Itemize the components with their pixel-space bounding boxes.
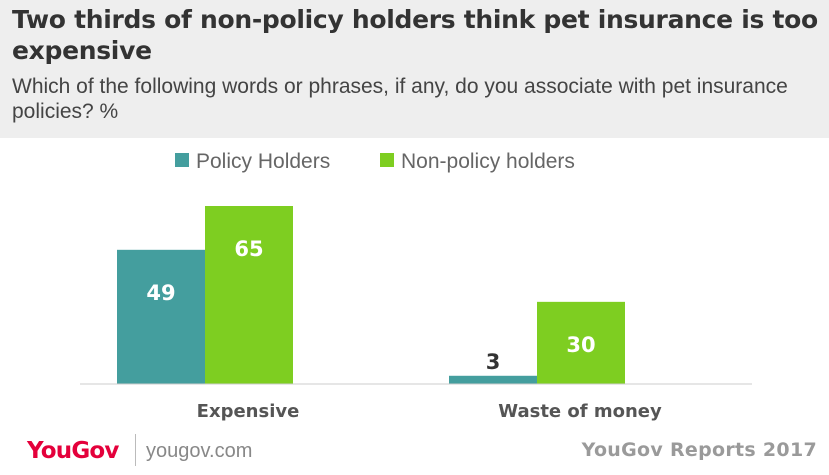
bar-waste-of-money-policy-holders	[449, 375, 537, 384]
legend-label-non-policy-holders: Non-policy holders	[401, 150, 575, 173]
logo-divider	[135, 434, 136, 466]
legend: Policy Holders Non-policy holders	[0, 150, 829, 180]
legend-item-policy-holders: Policy Holders	[175, 150, 330, 174]
data-label-waste-of-money-policy-holders: 3	[486, 350, 501, 374]
legend-item-non-policy-holders: Non-policy holders	[380, 150, 575, 174]
data-label-waste-of-money-non-policy-holders: 30	[566, 333, 595, 357]
legend-swatch-non-policy-holders	[380, 153, 394, 168]
category-label-waste-of-money: Waste of money	[498, 401, 662, 422]
data-label-expensive-policy-holders: 49	[146, 281, 175, 305]
site-link[interactable]: yougov.com	[146, 440, 253, 462]
bar-chart: 49 65 Expensive 3 30 Waste of money	[80, 206, 752, 422]
bar-expensive-non-policy-holders	[205, 206, 293, 384]
chart-subtitle: Which of the following words or phrases,…	[12, 75, 788, 123]
yougov-logo: YouGov	[27, 438, 119, 464]
reports-credit: YouGov Reports 2017	[581, 439, 817, 461]
bar-waste-of-money-non-policy-holders	[537, 301, 625, 384]
legend-label-policy-holders: Policy Holders	[196, 150, 331, 173]
legend-swatch-policy-holders	[175, 153, 189, 168]
footer: YouGov yougov.com YouGov Reports 2017	[0, 428, 829, 475]
bar-expensive-policy-holders	[117, 249, 205, 384]
data-label-expensive-non-policy-holders: 65	[234, 237, 263, 261]
category-label-expensive: Expensive	[197, 401, 300, 422]
chart-title: Two thirds of non-policy holders think p…	[12, 5, 818, 65]
header-band: Two thirds of non-policy holders think p…	[0, 0, 829, 138]
